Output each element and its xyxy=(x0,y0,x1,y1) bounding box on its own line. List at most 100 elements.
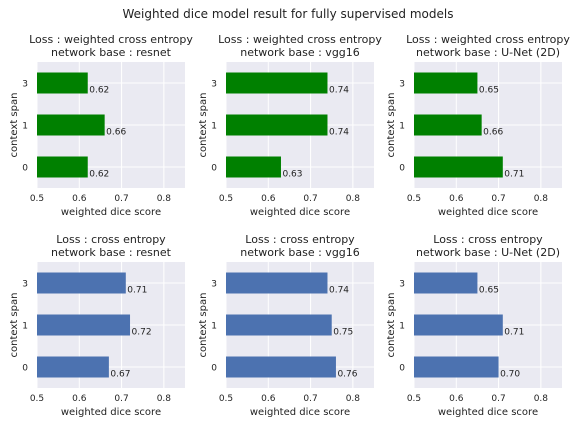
y-tick-label: 3 xyxy=(399,280,405,290)
x-tick-label: 0.7 xyxy=(114,194,128,204)
bar-value-label: 0.75 xyxy=(333,328,353,338)
y-axis-label: context span xyxy=(9,93,20,158)
bar xyxy=(414,314,503,336)
x-tick-label: 0.7 xyxy=(491,194,505,204)
x-tick-label: 0.5 xyxy=(219,394,233,404)
subplot-title-line1: Loss : cross entropy xyxy=(56,233,166,246)
x-axis-label: weighted dice score xyxy=(250,407,350,418)
x-tick-label: 0.7 xyxy=(303,194,317,204)
bar xyxy=(226,114,328,136)
x-tick-label: 0.7 xyxy=(303,394,317,404)
x-axis-label: weighted dice score xyxy=(250,207,350,218)
y-tick-label: 0 xyxy=(22,164,28,174)
bar-value-label: 0.65 xyxy=(479,286,499,296)
bar-value-label: 0.66 xyxy=(106,128,126,138)
x-tick-label: 0.6 xyxy=(72,394,87,404)
y-tick-label: 3 xyxy=(399,80,405,90)
bar-value-label: 0.70 xyxy=(500,370,520,380)
y-tick-label: 0 xyxy=(399,364,405,374)
bar xyxy=(414,72,478,94)
bar-value-label: 0.63 xyxy=(282,170,302,180)
x-tick-label: 0.5 xyxy=(30,194,44,204)
y-tick-label: 3 xyxy=(211,280,217,290)
y-tick-label: 0 xyxy=(22,364,28,374)
bar xyxy=(414,114,482,136)
subplot-title-line1: Loss : cross entropy xyxy=(245,233,355,246)
y-axis-label: context span xyxy=(9,293,20,358)
bar xyxy=(226,356,336,378)
bar-value-label: 0.71 xyxy=(504,170,524,180)
subplot-title-line2: network base : U-Net (2D) xyxy=(416,246,560,259)
y-tick-label: 0 xyxy=(211,164,217,174)
bar-value-label: 0.74 xyxy=(329,286,349,296)
bar-value-label: 0.62 xyxy=(89,170,109,180)
x-tick-label: 0.6 xyxy=(449,394,464,404)
bar xyxy=(414,272,478,294)
bar xyxy=(37,72,88,94)
x-tick-label: 0.6 xyxy=(449,194,464,204)
y-tick-label: 1 xyxy=(22,322,28,332)
subplot-title-line2: network base : U-Net (2D) xyxy=(416,46,560,59)
x-tick-label: 0.8 xyxy=(346,394,361,404)
bar-value-label: 0.71 xyxy=(504,328,524,338)
bar-value-label: 0.74 xyxy=(329,86,349,96)
subplot-6: 0.5 0.6 0.7 0.8 0 1 3 0.70 0.71 0.65 Loss : cross … xyxy=(386,233,562,418)
bar-value-label: 0.67 xyxy=(110,370,130,380)
subplot-1: 0.5 0.6 0.7 0.8 0 1 3 0.62 0.66 0.62 Loss : weight… xyxy=(9,33,193,218)
bar xyxy=(37,114,105,136)
x-tick-label: 0.8 xyxy=(157,394,172,404)
y-tick-label: 3 xyxy=(22,280,28,290)
subplot-4: 0.5 0.6 0.7 0.8 0 1 3 0.67 0.72 0.71 Loss : cross … xyxy=(9,233,185,418)
bar-value-label: 0.76 xyxy=(337,370,357,380)
subplot-title-line1: Loss : weighted cross entropy xyxy=(218,33,382,46)
bar-value-label: 0.66 xyxy=(483,128,503,138)
bar xyxy=(37,156,88,178)
bar xyxy=(226,272,328,294)
y-tick-label: 1 xyxy=(399,322,405,332)
y-tick-label: 3 xyxy=(211,80,217,90)
subplot-title-line2: network base : resnet xyxy=(51,46,172,59)
bar xyxy=(226,156,281,178)
figure-suptitle: Weighted dice model result for fully sup… xyxy=(123,7,454,21)
x-tick-label: 0.5 xyxy=(407,194,421,204)
bar xyxy=(37,356,109,378)
bar-value-label: 0.62 xyxy=(89,86,109,96)
x-axis-label: weighted dice score xyxy=(61,207,161,218)
subplot-3: 0.5 0.6 0.7 0.8 0 1 3 0.71 0.66 0.65 Loss : weight… xyxy=(386,33,570,218)
bar-value-label: 0.71 xyxy=(127,286,147,296)
x-tick-label: 0.6 xyxy=(261,394,276,404)
x-tick-label: 0.8 xyxy=(157,194,172,204)
y-tick-label: 0 xyxy=(399,164,405,174)
bar xyxy=(37,314,131,336)
bar-value-label: 0.65 xyxy=(479,86,499,96)
x-axis-label: weighted dice score xyxy=(438,207,538,218)
x-tick-label: 0.8 xyxy=(534,194,549,204)
x-axis-label: weighted dice score xyxy=(61,407,161,418)
x-tick-label: 0.5 xyxy=(219,194,233,204)
y-tick-label: 1 xyxy=(22,122,28,132)
y-tick-label: 1 xyxy=(211,122,217,132)
subplot-title-line1: Loss : weighted cross entropy xyxy=(29,33,193,46)
y-tick-label: 0 xyxy=(211,364,217,374)
subplot-5: 0.5 0.6 0.7 0.8 0 1 3 0.76 0.75 0.74 Loss : cross … xyxy=(198,233,374,418)
bar xyxy=(37,272,126,294)
x-tick-label: 0.6 xyxy=(261,194,276,204)
bar-value-label: 0.74 xyxy=(329,128,349,138)
x-tick-label: 0.6 xyxy=(72,194,87,204)
y-tick-label: 1 xyxy=(399,122,405,132)
subplot-title-line1: Loss : cross entropy xyxy=(433,233,543,246)
subplot-title-line2: network base : vgg16 xyxy=(240,246,360,259)
bar xyxy=(414,156,503,178)
y-axis-label: context span xyxy=(386,293,397,358)
x-tick-label: 0.5 xyxy=(407,394,421,404)
bar xyxy=(226,72,328,94)
x-tick-label: 0.8 xyxy=(346,194,361,204)
subplot-title-line1: Loss : weighted cross entropy xyxy=(406,33,570,46)
y-tick-label: 1 xyxy=(211,322,217,332)
x-tick-label: 0.8 xyxy=(534,394,549,404)
x-axis-label: weighted dice score xyxy=(438,407,538,418)
panels: 0.5 0.6 0.7 0.8 0 1 3 0.62 0.66 0.62 Loss : weight… xyxy=(9,33,570,418)
y-tick-label: 3 xyxy=(22,80,28,90)
x-tick-label: 0.7 xyxy=(491,394,505,404)
